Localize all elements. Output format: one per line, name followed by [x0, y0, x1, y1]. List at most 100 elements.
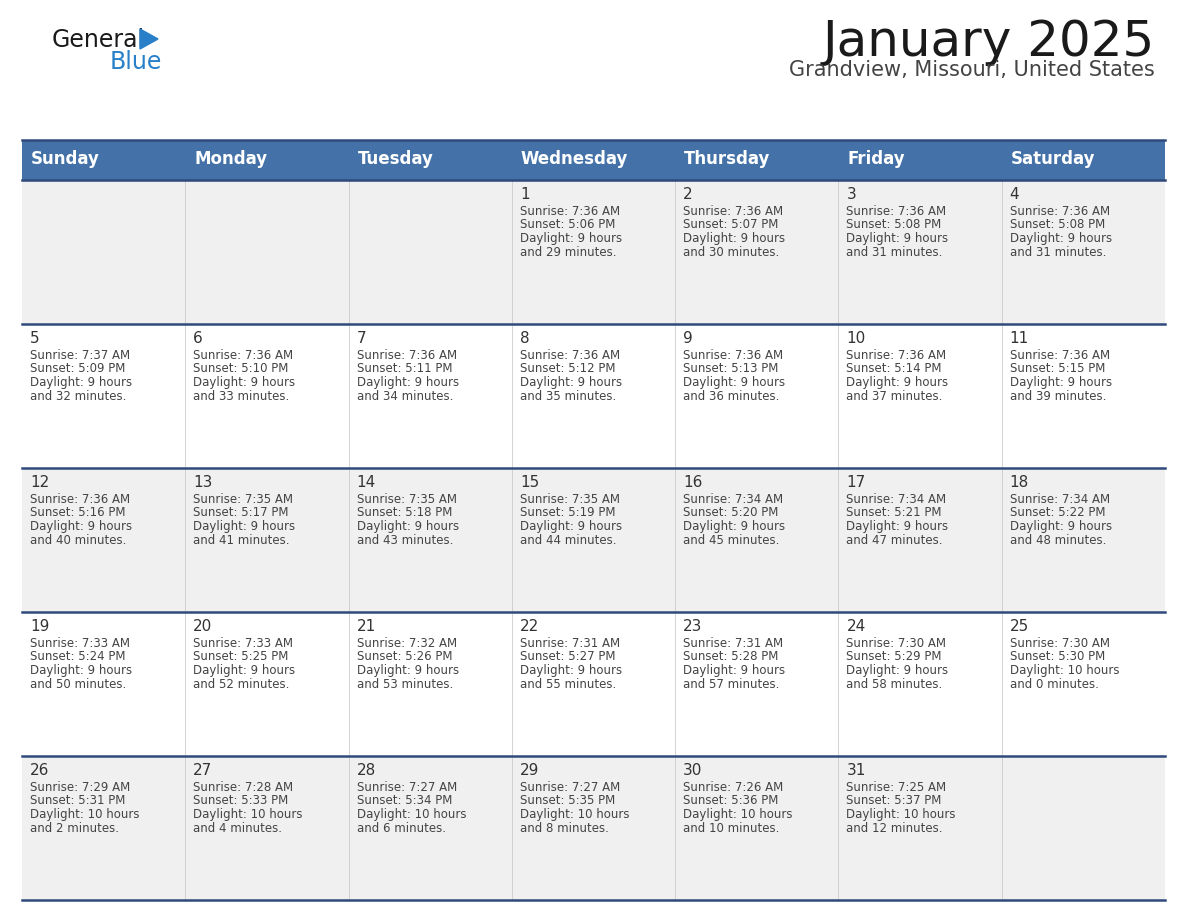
Text: 29: 29: [520, 763, 539, 778]
Text: Sunset: 5:20 PM: Sunset: 5:20 PM: [683, 507, 778, 520]
Text: Grandview, Missouri, United States: Grandview, Missouri, United States: [789, 60, 1155, 80]
Text: Daylight: 9 hours: Daylight: 9 hours: [846, 664, 948, 677]
Text: Daylight: 10 hours: Daylight: 10 hours: [356, 808, 466, 821]
Text: and 30 minutes.: and 30 minutes.: [683, 245, 779, 259]
Bar: [348, 140, 512, 180]
Bar: [512, 468, 675, 612]
Text: Monday: Monday: [195, 150, 267, 168]
Text: and 32 minutes.: and 32 minutes.: [30, 389, 126, 402]
Text: Sunrise: 7:34 AM: Sunrise: 7:34 AM: [846, 493, 947, 506]
Text: 8: 8: [520, 331, 530, 346]
Text: Sunrise: 7:36 AM: Sunrise: 7:36 AM: [520, 349, 620, 362]
Text: Sunset: 5:17 PM: Sunset: 5:17 PM: [194, 507, 289, 520]
Text: Daylight: 9 hours: Daylight: 9 hours: [356, 664, 459, 677]
Bar: [348, 324, 512, 468]
Text: 5: 5: [30, 331, 39, 346]
Text: Sunrise: 7:31 AM: Sunrise: 7:31 AM: [520, 637, 620, 650]
Bar: [1001, 324, 1165, 468]
Bar: [675, 140, 839, 180]
Text: Sunset: 5:06 PM: Sunset: 5:06 PM: [520, 218, 615, 231]
Text: Sunset: 5:08 PM: Sunset: 5:08 PM: [1010, 218, 1105, 231]
Bar: [675, 756, 839, 900]
Text: and 10 minutes.: and 10 minutes.: [683, 822, 779, 834]
Bar: [348, 180, 512, 324]
Text: Wednesday: Wednesday: [520, 150, 628, 168]
Text: 17: 17: [846, 475, 866, 490]
Text: Sunset: 5:09 PM: Sunset: 5:09 PM: [30, 363, 126, 375]
Bar: [1001, 180, 1165, 324]
Text: Sunrise: 7:33 AM: Sunrise: 7:33 AM: [194, 637, 293, 650]
Bar: [23, 468, 185, 612]
Text: and 33 minutes.: and 33 minutes.: [194, 389, 290, 402]
Text: Saturday: Saturday: [1011, 150, 1095, 168]
Text: Sunday: Sunday: [31, 150, 100, 168]
Text: Sunrise: 7:36 AM: Sunrise: 7:36 AM: [520, 205, 620, 218]
Bar: [348, 756, 512, 900]
Text: Sunrise: 7:34 AM: Sunrise: 7:34 AM: [1010, 493, 1110, 506]
Text: Sunset: 5:08 PM: Sunset: 5:08 PM: [846, 218, 942, 231]
Text: and 39 minutes.: and 39 minutes.: [1010, 389, 1106, 402]
Text: 6: 6: [194, 331, 203, 346]
Text: Thursday: Thursday: [684, 150, 771, 168]
Text: Sunset: 5:27 PM: Sunset: 5:27 PM: [520, 651, 615, 664]
Text: and 31 minutes.: and 31 minutes.: [846, 245, 943, 259]
Text: Sunrise: 7:27 AM: Sunrise: 7:27 AM: [520, 781, 620, 794]
Text: Daylight: 10 hours: Daylight: 10 hours: [520, 808, 630, 821]
Text: 27: 27: [194, 763, 213, 778]
Text: 2: 2: [683, 187, 693, 202]
Text: 15: 15: [520, 475, 539, 490]
Text: Sunrise: 7:35 AM: Sunrise: 7:35 AM: [520, 493, 620, 506]
Text: 14: 14: [356, 475, 375, 490]
Text: Daylight: 9 hours: Daylight: 9 hours: [683, 376, 785, 389]
Text: Sunrise: 7:36 AM: Sunrise: 7:36 AM: [683, 205, 783, 218]
Text: Sunrise: 7:31 AM: Sunrise: 7:31 AM: [683, 637, 783, 650]
Text: and 2 minutes.: and 2 minutes.: [30, 822, 119, 834]
Text: Sunset: 5:30 PM: Sunset: 5:30 PM: [1010, 651, 1105, 664]
Bar: [185, 612, 348, 756]
Text: 3: 3: [846, 187, 857, 202]
Bar: [839, 612, 1001, 756]
Text: and 31 minutes.: and 31 minutes.: [1010, 245, 1106, 259]
Text: Sunrise: 7:34 AM: Sunrise: 7:34 AM: [683, 493, 783, 506]
Text: and 6 minutes.: and 6 minutes.: [356, 822, 446, 834]
Text: Daylight: 9 hours: Daylight: 9 hours: [520, 376, 623, 389]
Bar: [839, 468, 1001, 612]
Text: Sunrise: 7:32 AM: Sunrise: 7:32 AM: [356, 637, 456, 650]
Text: 19: 19: [30, 619, 50, 634]
Text: Blue: Blue: [110, 50, 163, 74]
Bar: [512, 612, 675, 756]
Text: Daylight: 9 hours: Daylight: 9 hours: [194, 376, 296, 389]
Bar: [839, 756, 1001, 900]
Text: and 40 minutes.: and 40 minutes.: [30, 533, 126, 546]
Text: and 37 minutes.: and 37 minutes.: [846, 389, 943, 402]
Text: Sunrise: 7:36 AM: Sunrise: 7:36 AM: [846, 349, 947, 362]
Bar: [675, 180, 839, 324]
Bar: [1001, 756, 1165, 900]
Text: 22: 22: [520, 619, 539, 634]
Text: 28: 28: [356, 763, 375, 778]
Text: 10: 10: [846, 331, 866, 346]
Text: Sunset: 5:15 PM: Sunset: 5:15 PM: [1010, 363, 1105, 375]
Text: Sunrise: 7:30 AM: Sunrise: 7:30 AM: [846, 637, 947, 650]
Text: and 57 minutes.: and 57 minutes.: [683, 677, 779, 690]
Bar: [185, 756, 348, 900]
Text: Daylight: 9 hours: Daylight: 9 hours: [194, 664, 296, 677]
Text: Daylight: 10 hours: Daylight: 10 hours: [683, 808, 792, 821]
Text: 4: 4: [1010, 187, 1019, 202]
Text: Sunset: 5:37 PM: Sunset: 5:37 PM: [846, 794, 942, 808]
Text: 25: 25: [1010, 619, 1029, 634]
Text: 7: 7: [356, 331, 366, 346]
Bar: [512, 324, 675, 468]
Text: Sunset: 5:12 PM: Sunset: 5:12 PM: [520, 363, 615, 375]
Bar: [839, 140, 1001, 180]
Text: Daylight: 9 hours: Daylight: 9 hours: [30, 520, 132, 533]
Text: 1: 1: [520, 187, 530, 202]
Text: 11: 11: [1010, 331, 1029, 346]
Bar: [675, 468, 839, 612]
Bar: [23, 180, 185, 324]
Text: Sunrise: 7:30 AM: Sunrise: 7:30 AM: [1010, 637, 1110, 650]
Text: Sunset: 5:11 PM: Sunset: 5:11 PM: [356, 363, 453, 375]
Text: Daylight: 9 hours: Daylight: 9 hours: [683, 664, 785, 677]
Text: Sunrise: 7:25 AM: Sunrise: 7:25 AM: [846, 781, 947, 794]
Text: Daylight: 9 hours: Daylight: 9 hours: [194, 520, 296, 533]
